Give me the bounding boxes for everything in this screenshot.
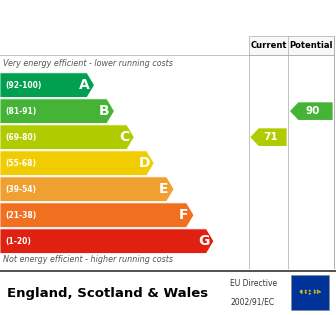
Text: 2002/91/EC: 2002/91/EC <box>230 298 274 307</box>
Text: Potential: Potential <box>290 41 333 50</box>
Bar <box>291 275 329 310</box>
Polygon shape <box>290 102 333 120</box>
Text: Current: Current <box>250 41 287 50</box>
Polygon shape <box>0 177 174 202</box>
Polygon shape <box>250 128 287 146</box>
Polygon shape <box>0 151 154 175</box>
Text: ★: ★ <box>308 289 312 293</box>
Text: C: C <box>119 130 129 144</box>
Text: 90: 90 <box>306 106 320 116</box>
Text: ★: ★ <box>303 291 307 295</box>
Text: Not energy efficient - higher running costs: Not energy efficient - higher running co… <box>3 255 173 264</box>
Text: ★: ★ <box>313 289 317 293</box>
Text: EU Directive: EU Directive <box>230 279 277 289</box>
Text: (55-68): (55-68) <box>5 159 36 168</box>
Text: A: A <box>79 78 90 92</box>
Text: ★: ★ <box>300 289 304 294</box>
Bar <box>249 36 334 55</box>
Text: (92-100): (92-100) <box>5 81 41 90</box>
Text: G: G <box>198 234 209 248</box>
Text: (21-38): (21-38) <box>5 211 36 220</box>
Text: ★: ★ <box>303 289 307 293</box>
Text: ★: ★ <box>299 290 302 294</box>
Bar <box>0 36 249 269</box>
Polygon shape <box>0 99 114 123</box>
Text: England, Scotland & Wales: England, Scotland & Wales <box>7 287 208 300</box>
Text: ★: ★ <box>318 290 321 294</box>
Text: (69-80): (69-80) <box>5 133 36 142</box>
Text: (1-20): (1-20) <box>5 237 31 246</box>
Text: (39-54): (39-54) <box>5 185 36 194</box>
Text: F: F <box>179 208 188 222</box>
Polygon shape <box>0 203 194 227</box>
Polygon shape <box>0 229 214 254</box>
Text: Very energy efficient - lower running costs: Very energy efficient - lower running co… <box>3 59 173 68</box>
Text: ★: ★ <box>308 292 312 295</box>
Text: D: D <box>138 156 150 170</box>
Text: Energy Efficiency Rating: Energy Efficiency Rating <box>7 9 236 27</box>
Text: ★: ★ <box>300 291 304 295</box>
Text: B: B <box>99 104 110 118</box>
Text: (81-91): (81-91) <box>5 107 36 116</box>
Text: ★: ★ <box>313 291 317 295</box>
Text: ★: ★ <box>316 289 320 294</box>
Polygon shape <box>0 73 94 97</box>
Text: E: E <box>159 182 169 196</box>
Text: ★: ★ <box>316 291 320 295</box>
Text: 71: 71 <box>263 132 278 142</box>
Polygon shape <box>0 125 134 149</box>
